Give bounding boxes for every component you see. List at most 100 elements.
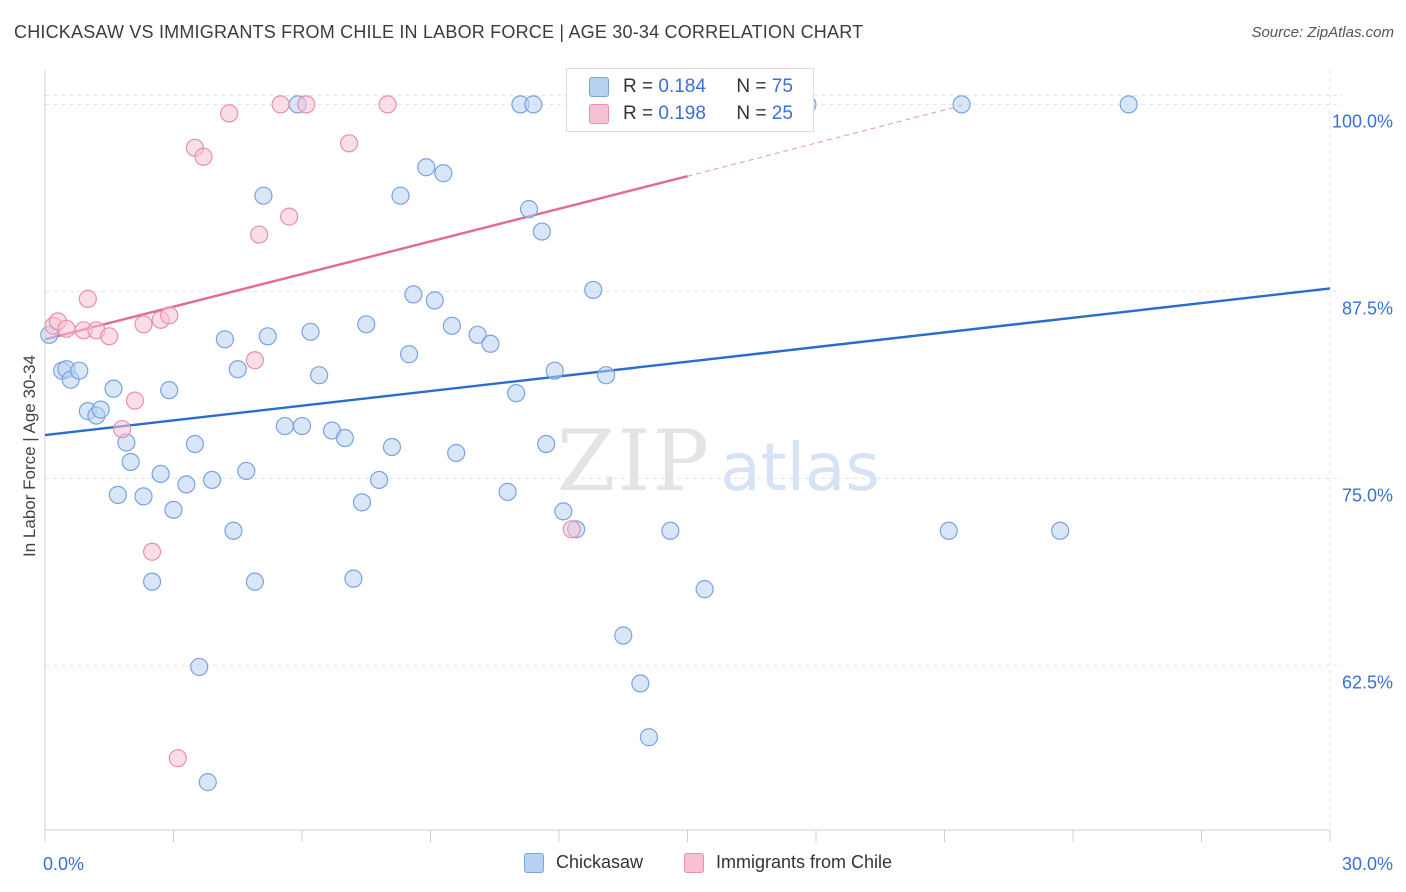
scatter-points <box>40 95 1138 792</box>
point-chickasaw <box>292 416 312 436</box>
point-chickasaw <box>177 475 196 494</box>
point-chickasaw <box>447 443 466 463</box>
point-chickasaw <box>524 95 543 114</box>
legend-r-value: 0.184 <box>658 76 706 97</box>
point-chile <box>125 391 145 410</box>
point-chile <box>271 95 290 114</box>
series-swatch-blue <box>524 852 544 873</box>
point-chickasaw <box>224 521 243 540</box>
point-chile <box>250 225 269 244</box>
legend-n-value: 25 <box>771 103 793 124</box>
point-chile <box>340 134 359 153</box>
point-chile <box>112 419 132 439</box>
point-chickasaw <box>344 569 363 588</box>
point-chickasaw <box>237 461 256 481</box>
x-tick-label-start: 0.0% <box>43 854 84 874</box>
point-chickasaw <box>215 330 234 349</box>
legend-n-label: N = <box>736 76 772 97</box>
point-chickasaw <box>584 280 603 300</box>
point-chickasaw <box>434 164 453 183</box>
point-chickasaw <box>121 452 140 472</box>
point-chickasaw <box>537 434 556 454</box>
point-chickasaw <box>198 773 217 792</box>
legend-swatch-pink <box>589 104 609 124</box>
point-chickasaw <box>498 482 517 501</box>
legend-n-value: 75 <box>771 76 793 97</box>
legend-n-label: N = <box>736 103 772 124</box>
point-chile <box>57 319 76 338</box>
point-chickasaw <box>254 186 273 205</box>
point-chickasaw <box>939 521 958 540</box>
point-chickasaw <box>952 95 971 114</box>
point-chickasaw <box>661 521 680 540</box>
series-label-chickasaw: Chickasaw <box>556 852 644 872</box>
point-chile <box>245 351 264 370</box>
point-chile <box>220 104 239 123</box>
point-chickasaw <box>519 200 539 219</box>
legend-row-chickasaw: R = 0.184 N = 75 <box>589 75 793 99</box>
stats-legend: R = 0.184 N = 75 R = 0.198 N = 25 <box>566 68 814 132</box>
point-chickasaw <box>108 485 127 504</box>
legend-r-label: R = <box>623 76 659 97</box>
point-chickasaw <box>554 502 573 521</box>
point-chickasaw <box>104 379 123 398</box>
point-chile <box>194 147 213 166</box>
tick-labels: 62.5% 75.0% 87.5% 100.0% 0.0% 30.0% <box>43 111 1393 874</box>
source-credit: Source: ZipAtlas.com <box>1251 24 1394 41</box>
series-legend-chickasaw[interactable]: Chickasaw <box>524 852 643 873</box>
point-chickasaw <box>245 572 264 591</box>
point-chickasaw <box>597 366 616 385</box>
point-chile <box>297 95 316 114</box>
point-chickasaw <box>164 500 183 519</box>
y-tick-label: 75.0% <box>1342 485 1393 505</box>
point-chile <box>168 749 187 768</box>
point-chickasaw <box>151 464 170 484</box>
point-chickasaw <box>258 327 277 346</box>
point-chickasaw <box>370 470 389 490</box>
series-legend-chile[interactable]: Immigrants from Chile <box>684 852 892 873</box>
y-tick-label: 87.5% <box>1342 298 1393 318</box>
point-chickasaw <box>545 361 564 380</box>
point-chickasaw <box>614 626 633 645</box>
point-chickasaw <box>228 360 247 379</box>
chart-title: CHICKASAW VS IMMIGRANTS FROM CHILE IN LA… <box>14 22 864 42</box>
point-chickasaw <box>142 572 162 591</box>
point-chile <box>142 542 162 561</box>
point-chickasaw <box>352 493 372 512</box>
point-chickasaw <box>532 222 551 241</box>
point-chile <box>160 306 179 325</box>
point-chile <box>378 95 397 114</box>
point-chickasaw <box>190 657 209 677</box>
legend-r-label: R = <box>623 103 659 124</box>
point-chickasaw <box>639 728 659 747</box>
legend-r-value: 0.198 <box>658 103 706 124</box>
point-chile <box>100 327 119 346</box>
trendline-chile-extension <box>687 103 967 177</box>
series-legend: Chickasaw Immigrants from Chile <box>0 852 1406 876</box>
series-label-chile: Immigrants from Chile <box>716 852 893 872</box>
point-chickasaw <box>468 325 487 344</box>
point-chickasaw <box>391 186 410 205</box>
point-chickasaw <box>404 285 423 304</box>
chart-axes <box>44 70 1331 842</box>
point-chile <box>562 520 581 539</box>
point-chickasaw <box>202 470 222 490</box>
point-chickasaw <box>160 381 179 400</box>
point-chickasaw <box>91 400 110 419</box>
trendline-chickasaw <box>44 287 1331 437</box>
point-chickasaw <box>301 322 320 341</box>
point-chickasaw <box>481 334 500 353</box>
point-chickasaw <box>1051 521 1070 540</box>
series-swatch-pink <box>684 852 704 873</box>
point-chickasaw <box>507 384 526 403</box>
watermark: ZIP atlas <box>557 412 880 510</box>
point-chickasaw <box>425 291 444 310</box>
point-chile <box>280 207 299 226</box>
point-chile <box>134 315 153 334</box>
point-chickasaw <box>275 416 294 436</box>
watermark-zip: ZIP <box>557 412 711 510</box>
point-chickasaw <box>631 674 650 693</box>
x-tick-label-end: 30.0% <box>1342 854 1393 874</box>
point-chickasaw <box>310 366 329 385</box>
y-tick-label: 100.0% <box>1332 111 1393 131</box>
